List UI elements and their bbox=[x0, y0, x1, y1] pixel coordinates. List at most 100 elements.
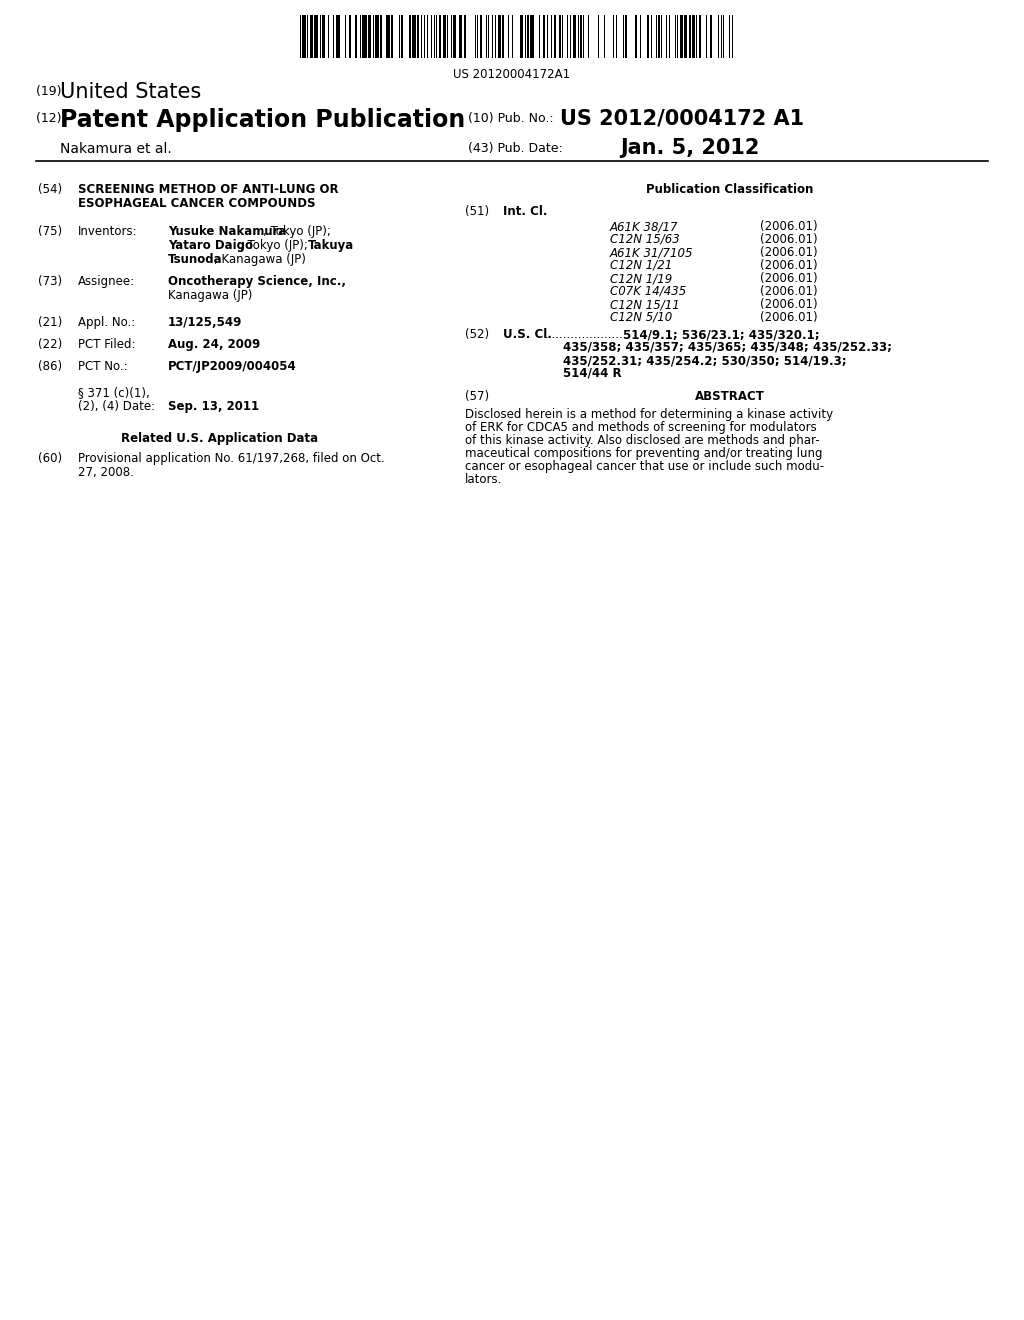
Text: (2006.01): (2006.01) bbox=[760, 246, 817, 259]
Text: A61K 38/17: A61K 38/17 bbox=[610, 220, 679, 234]
Text: United States: United States bbox=[60, 82, 202, 102]
Text: US 20120004172A1: US 20120004172A1 bbox=[454, 69, 570, 81]
Text: (2006.01): (2006.01) bbox=[760, 234, 817, 246]
Bar bbox=[521, 15, 523, 58]
Text: PCT Filed:: PCT Filed: bbox=[78, 338, 135, 351]
Text: maceutical compositions for preventing and/or treating lung: maceutical compositions for preventing a… bbox=[465, 447, 822, 459]
Text: (2006.01): (2006.01) bbox=[760, 285, 817, 298]
Bar bbox=[438, 15, 440, 58]
Bar bbox=[368, 15, 370, 58]
Text: (2006.01): (2006.01) bbox=[760, 272, 817, 285]
Text: 435/252.31; 435/254.2; 530/350; 514/19.3;: 435/252.31; 435/254.2; 530/350; 514/19.3… bbox=[563, 354, 847, 367]
Bar bbox=[338, 15, 340, 58]
Bar bbox=[354, 15, 356, 58]
Text: 514/9.1; 536/23.1; 435/320.1;: 514/9.1; 536/23.1; 435/320.1; bbox=[623, 327, 819, 341]
Bar bbox=[388, 15, 390, 58]
Text: (19): (19) bbox=[36, 84, 66, 98]
Text: 27, 2008.: 27, 2008. bbox=[78, 466, 134, 479]
Text: (75): (75) bbox=[38, 224, 62, 238]
Text: (21): (21) bbox=[38, 315, 62, 329]
Bar bbox=[361, 15, 364, 58]
Text: 13/125,549: 13/125,549 bbox=[168, 315, 243, 329]
Bar bbox=[311, 15, 313, 58]
Text: 514/44 R: 514/44 R bbox=[563, 367, 622, 380]
Text: Related U.S. Application Data: Related U.S. Application Data bbox=[122, 432, 318, 445]
Bar bbox=[301, 15, 304, 58]
Text: PCT No.:: PCT No.: bbox=[78, 360, 128, 374]
Text: Int. Cl.: Int. Cl. bbox=[503, 205, 548, 218]
Bar bbox=[322, 15, 325, 58]
Text: ESOPHAGEAL CANCER COMPOUNDS: ESOPHAGEAL CANCER COMPOUNDS bbox=[78, 197, 315, 210]
Text: SCREENING METHOD OF ANTI-LUNG OR: SCREENING METHOD OF ANTI-LUNG OR bbox=[78, 183, 339, 195]
Text: of this kinase activity. Also disclosed are methods and phar-: of this kinase activity. Also disclosed … bbox=[465, 434, 819, 447]
Text: of ERK for CDCA5 and methods of screening for modulators: of ERK for CDCA5 and methods of screenin… bbox=[465, 421, 817, 434]
Text: Patent Application Publication: Patent Application Publication bbox=[60, 108, 465, 132]
Bar bbox=[681, 15, 683, 58]
Bar bbox=[691, 15, 693, 58]
Text: (2006.01): (2006.01) bbox=[760, 259, 817, 272]
Text: , Kanagawa (JP): , Kanagawa (JP) bbox=[214, 253, 306, 267]
Text: , Tokyo (JP);: , Tokyo (JP); bbox=[263, 224, 331, 238]
Text: (43) Pub. Date:: (43) Pub. Date: bbox=[468, 143, 563, 154]
Text: Sep. 13, 2011: Sep. 13, 2011 bbox=[168, 400, 259, 413]
Text: (57): (57) bbox=[465, 389, 489, 403]
Text: US 2012/0004172 A1: US 2012/0004172 A1 bbox=[560, 108, 804, 128]
Text: U.S. Cl.: U.S. Cl. bbox=[503, 327, 552, 341]
Bar bbox=[559, 15, 561, 58]
Text: Tsunoda: Tsunoda bbox=[168, 253, 222, 267]
Text: Takuya: Takuya bbox=[308, 239, 354, 252]
Text: , Tokyo (JP);: , Tokyo (JP); bbox=[240, 239, 311, 252]
Bar bbox=[531, 15, 534, 58]
Text: (54): (54) bbox=[38, 183, 62, 195]
Text: § 371 (c)(1),: § 371 (c)(1), bbox=[78, 385, 150, 399]
Text: cancer or esophageal cancer that use or include such modu-: cancer or esophageal cancer that use or … bbox=[465, 459, 824, 473]
Text: (73): (73) bbox=[38, 275, 62, 288]
Text: Kanagawa (JP): Kanagawa (JP) bbox=[168, 289, 252, 302]
Bar bbox=[498, 15, 500, 58]
Bar bbox=[413, 15, 416, 58]
Text: ABSTRACT: ABSTRACT bbox=[695, 389, 765, 403]
Text: ......................: ...................... bbox=[545, 327, 628, 341]
Bar bbox=[554, 15, 556, 58]
Text: (10) Pub. No.:: (10) Pub. No.: bbox=[468, 112, 558, 125]
Text: C12N 5/10: C12N 5/10 bbox=[610, 312, 672, 323]
Bar bbox=[573, 15, 575, 58]
Text: (2006.01): (2006.01) bbox=[760, 298, 817, 312]
Text: C12N 15/11: C12N 15/11 bbox=[610, 298, 680, 312]
Text: (86): (86) bbox=[38, 360, 62, 374]
Text: (22): (22) bbox=[38, 338, 62, 351]
Text: lators.: lators. bbox=[465, 473, 503, 486]
Text: Publication Classification: Publication Classification bbox=[646, 183, 814, 195]
Text: Assignee:: Assignee: bbox=[78, 275, 135, 288]
Text: Nakamura et al.: Nakamura et al. bbox=[60, 143, 172, 156]
Text: Appl. No.:: Appl. No.: bbox=[78, 315, 135, 329]
Text: Jan. 5, 2012: Jan. 5, 2012 bbox=[620, 139, 760, 158]
Bar bbox=[336, 15, 338, 58]
Text: Provisional application No. 61/197,268, filed on Oct.: Provisional application No. 61/197,268, … bbox=[78, 451, 385, 465]
Bar bbox=[349, 15, 351, 58]
Text: (51): (51) bbox=[465, 205, 489, 218]
Bar bbox=[364, 15, 367, 58]
Bar bbox=[543, 15, 545, 58]
Bar bbox=[689, 15, 691, 58]
Bar bbox=[376, 15, 379, 58]
Text: 435/358; 435/357; 435/365; 435/348; 435/252.33;: 435/358; 435/357; 435/365; 435/348; 435/… bbox=[563, 341, 892, 354]
Text: Yataro Daigo: Yataro Daigo bbox=[168, 239, 253, 252]
Text: Inventors:: Inventors: bbox=[78, 224, 137, 238]
Text: Oncotherapy Science, Inc.,: Oncotherapy Science, Inc., bbox=[168, 275, 346, 288]
Text: Yusuke Nakamura: Yusuke Nakamura bbox=[168, 224, 287, 238]
Text: (2), (4) Date:: (2), (4) Date: bbox=[78, 400, 155, 413]
Text: C07K 14/435: C07K 14/435 bbox=[610, 285, 686, 298]
Bar bbox=[313, 15, 316, 58]
Bar bbox=[453, 15, 455, 58]
Bar bbox=[385, 15, 387, 58]
Bar bbox=[683, 15, 685, 58]
Text: C12N 15/63: C12N 15/63 bbox=[610, 234, 680, 246]
Text: Aug. 24, 2009: Aug. 24, 2009 bbox=[168, 338, 260, 351]
Text: C12N 1/21: C12N 1/21 bbox=[610, 259, 672, 272]
Bar bbox=[479, 15, 481, 58]
Text: Disclosed herein is a method for determining a kinase activity: Disclosed herein is a method for determi… bbox=[465, 408, 834, 421]
Bar bbox=[444, 15, 446, 58]
Text: (2006.01): (2006.01) bbox=[760, 312, 817, 323]
Bar bbox=[464, 15, 466, 58]
